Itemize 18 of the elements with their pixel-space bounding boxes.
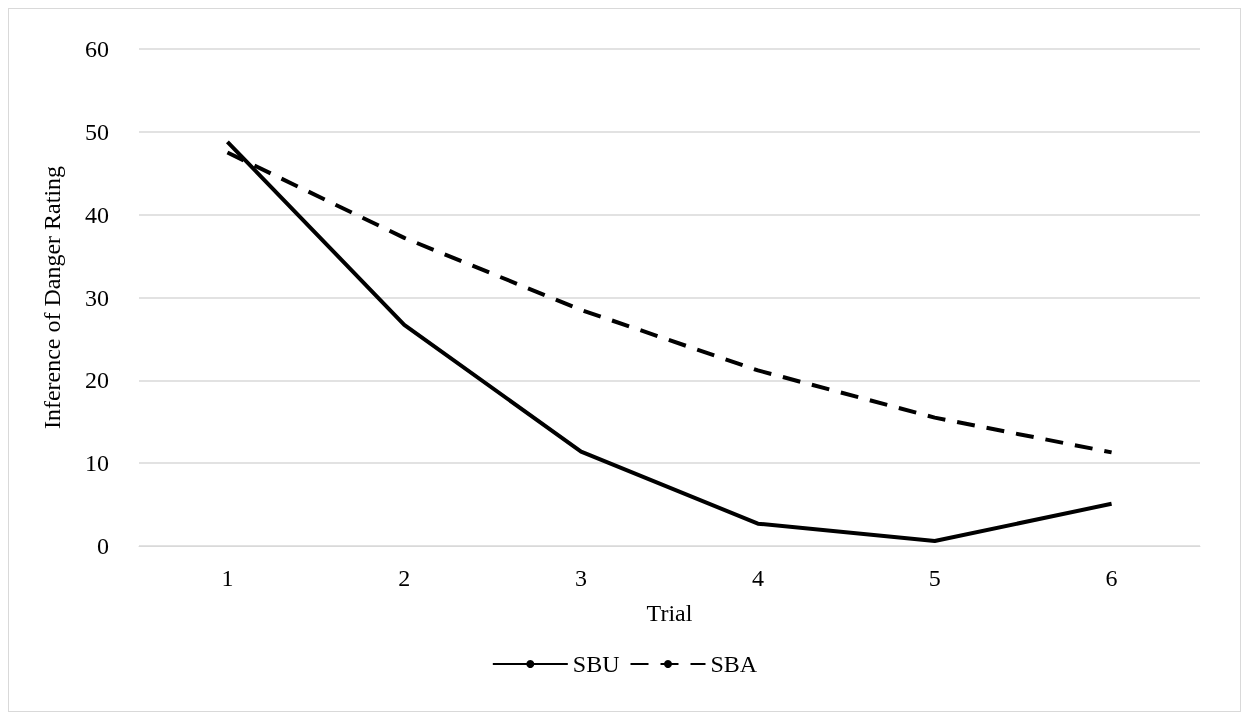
y-axis-title: Inference of Danger Rating xyxy=(39,165,65,430)
x-axis-title: Trial xyxy=(646,600,693,626)
y-tick-label: 20 xyxy=(85,367,109,394)
line-series xyxy=(225,139,1114,544)
y-tick-label: 60 xyxy=(85,36,109,62)
x-tick-label: 3 xyxy=(575,565,588,591)
legend-label: SBA xyxy=(710,651,758,677)
x-tick-label: 2 xyxy=(398,565,411,591)
x-tick-label: 1 xyxy=(221,565,234,591)
legend-label: SBU xyxy=(572,651,620,677)
y-tick-label: 40 xyxy=(85,201,109,228)
y-tick-label: 50 xyxy=(85,118,109,145)
x-tick-label: 6 xyxy=(1105,565,1118,591)
y-tick-label: 0 xyxy=(97,533,109,559)
y-tick-label: 30 xyxy=(85,284,109,311)
x-tick-label: 5 xyxy=(928,565,941,591)
x-tick-label: 4 xyxy=(751,565,764,591)
y-tick-label: 10 xyxy=(85,450,109,477)
